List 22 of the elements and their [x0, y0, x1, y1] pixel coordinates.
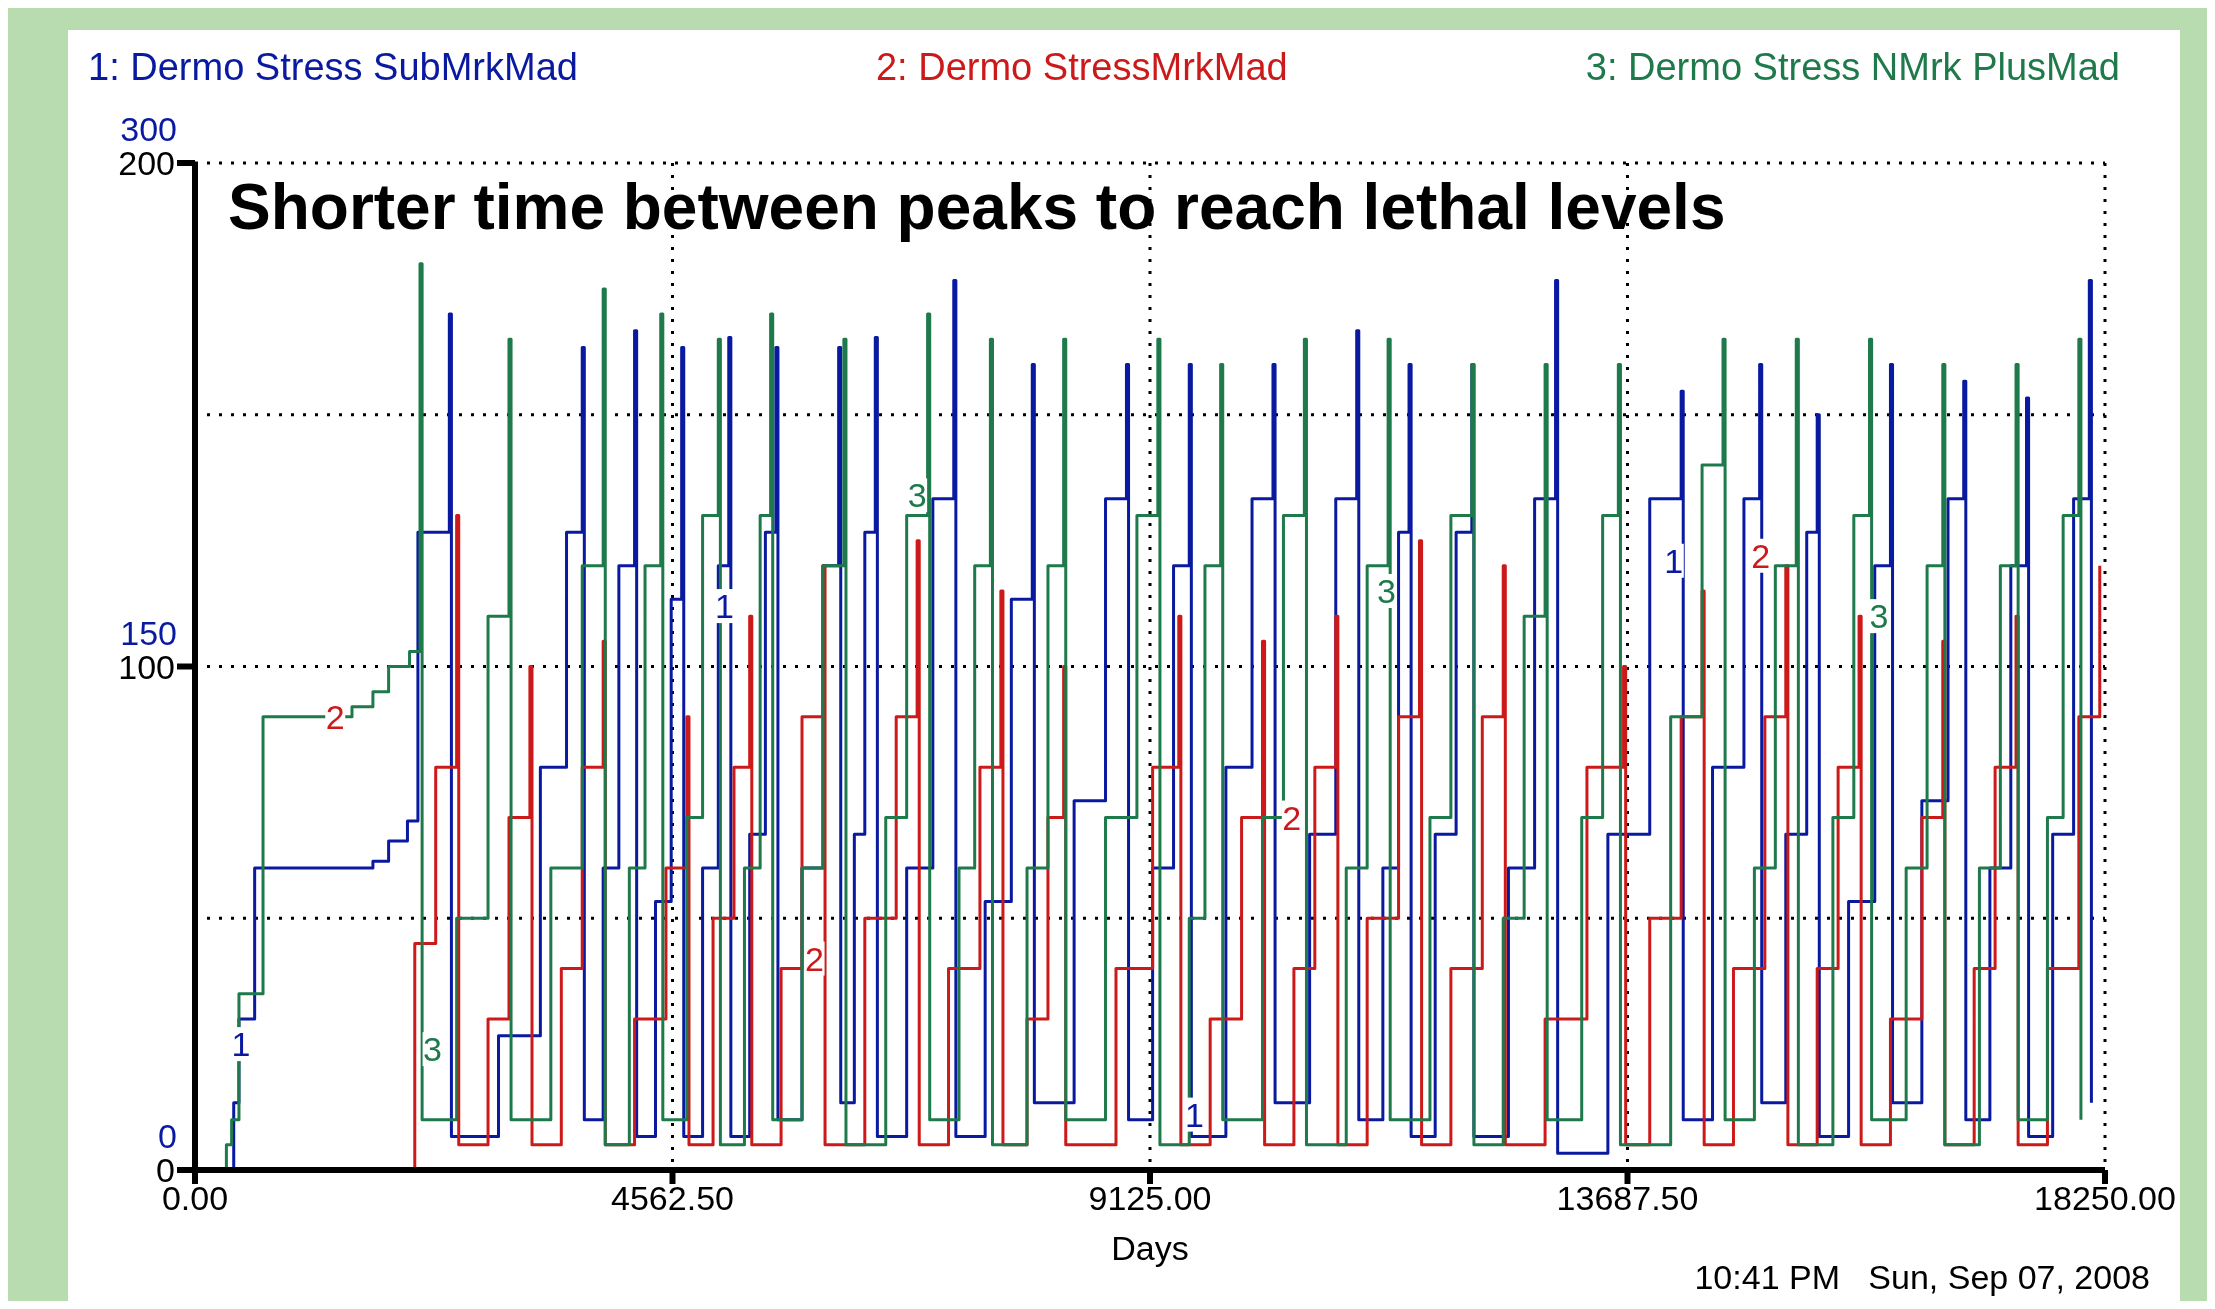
annotation: 2 — [1751, 536, 1771, 575]
annotation: 2 — [1282, 798, 1302, 837]
text: 3: Dermo Stress NMrk PlusMad — [1585, 46, 2120, 89]
annotation: 2 — [325, 697, 345, 736]
x-tick-label: 9125.00 — [1088, 1179, 1212, 1218]
annotation: 1 — [1664, 541, 1684, 580]
annotation: 3 — [907, 476, 927, 515]
annotation: 3 — [1377, 571, 1396, 610]
annotation: 1 — [715, 587, 735, 626]
annotation: 3 — [423, 1030, 443, 1069]
x-axis-title: Days — [1111, 1229, 1189, 1267]
text: 2: Dermo StressMrkMad — [875, 46, 1288, 89]
x-tick-label: 13687.50 — [1556, 1179, 1699, 1218]
chart-title: Shorter time between peaks to reach lethal levels — [228, 170, 1726, 244]
text: 10:41 PM Sun, Sep 07, 2008 — [1694, 1258, 2150, 1297]
text: 1: Dermo Stress SubMrkMad — [88, 46, 578, 89]
annotation: 1 — [1185, 1095, 1204, 1134]
x-tick-label: 4562.50 — [611, 1179, 734, 1218]
x-tick-label: 18250.00 — [2034, 1179, 2176, 1218]
annotation: 3 — [1869, 597, 1889, 636]
annotation: 2 — [805, 939, 825, 978]
annotation: 1 — [231, 1025, 251, 1064]
